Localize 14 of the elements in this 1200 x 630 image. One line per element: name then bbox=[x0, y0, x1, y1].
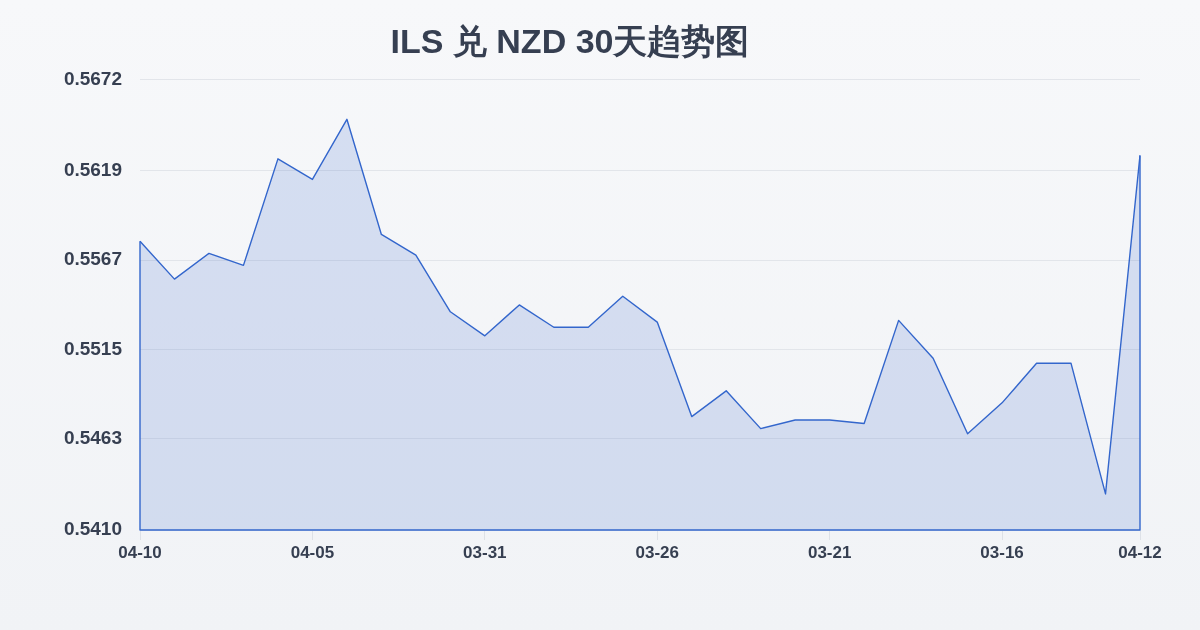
y-tick-label: 0.5515 bbox=[63, 337, 123, 359]
y-tick-label: 0.5463 bbox=[63, 427, 122, 449]
x-tick-label: 04-05 bbox=[290, 542, 335, 562]
x-tick-label: 03-31 bbox=[463, 542, 507, 562]
x-tick-label: 03-16 bbox=[980, 542, 1024, 562]
x-tick-label: 04-10 bbox=[118, 542, 162, 562]
x-tick-label: 03-21 bbox=[807, 542, 852, 562]
y-tick-label: 0.5567 bbox=[63, 248, 122, 270]
x-tick-label: 03-26 bbox=[635, 542, 679, 562]
y-tick-label: 0.5410 bbox=[63, 518, 122, 540]
y-tick-label: 0.5619 bbox=[63, 159, 122, 181]
chart-title: ILS 兑 NZD 30天趋势图 bbox=[390, 21, 750, 60]
y-tick-label: 0.5672 bbox=[63, 68, 122, 90]
x-tick-label: 04-12 bbox=[1118, 542, 1162, 562]
